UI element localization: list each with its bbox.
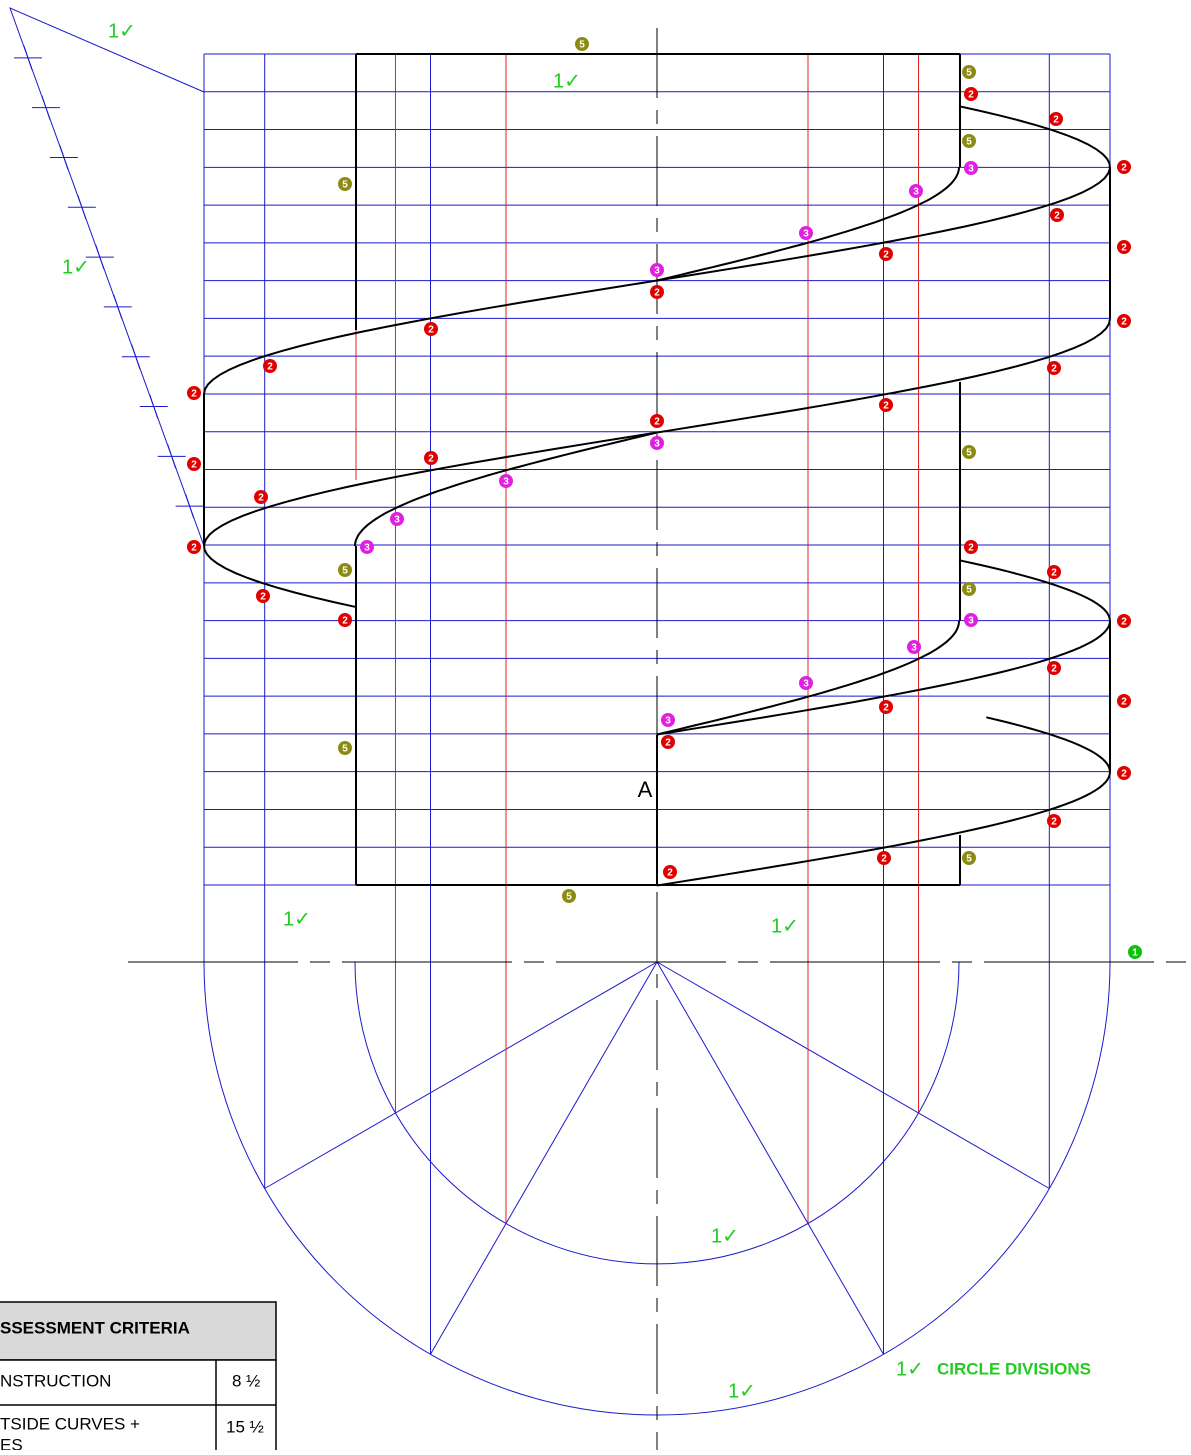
circle-divisions-label: CIRCLE DIVISIONS — [937, 1359, 1091, 1378]
badge-number: 5 — [966, 854, 972, 865]
badge-number: 2 — [1121, 163, 1127, 174]
badge-number: 3 — [968, 164, 974, 175]
badge-number: 2 — [1051, 664, 1057, 675]
radial-line — [657, 962, 884, 1354]
check-mark: 1✓ — [728, 1380, 756, 1402]
badge-number: 2 — [1051, 817, 1057, 828]
table-header: SSESSMENT CRITERIA — [0, 1318, 190, 1337]
badge-number: 3 — [665, 716, 671, 727]
badge-number: 2 — [881, 854, 887, 865]
assessment-table: SSESSMENT CRITERIA NSTRUCTION 8 ½ TSIDE … — [0, 1302, 276, 1450]
badge-number: 2 — [258, 493, 264, 504]
badge-number: 5 — [966, 585, 972, 596]
badge-number: 5 — [342, 566, 348, 577]
badge-number: 3 — [364, 543, 370, 554]
badge-number: 3 — [911, 643, 917, 654]
badge-number: 2 — [191, 389, 197, 400]
badge-number: 2 — [883, 401, 889, 412]
badge-number: 3 — [803, 679, 809, 690]
badge-number: 3 — [968, 616, 974, 627]
badge-number: 2 — [667, 868, 673, 879]
geometry — [10, 8, 1191, 1450]
criterion: NSTRUCTION — [0, 1371, 111, 1390]
drawing: A CIRCLE DIVISIONS SSESSMENT CRITERIA NS… — [0, 0, 1191, 1450]
check-mark: 1✓ — [108, 20, 136, 42]
check-mark: 1✓ — [896, 1358, 924, 1380]
badge-number: 3 — [654, 439, 660, 450]
badge-number: 2 — [1121, 243, 1127, 254]
check-mark: 1✓ — [711, 1225, 739, 1247]
check-mark: 1✓ — [283, 908, 311, 930]
score: 8 ½ — [232, 1371, 260, 1390]
criterion: TSIDE CURVES + — [0, 1414, 140, 1433]
badge-number: 2 — [260, 592, 266, 603]
badge-number: 2 — [267, 362, 273, 373]
badge-number: 3 — [803, 229, 809, 240]
check-mark: 1✓ — [62, 256, 90, 278]
badge-number: 2 — [1051, 568, 1057, 579]
badge-number: 5 — [966, 68, 972, 79]
badge-number: 2 — [428, 325, 434, 336]
badge-number: 5 — [579, 40, 585, 51]
badge-number: 3 — [394, 515, 400, 526]
badge-number: 2 — [1051, 364, 1057, 375]
badge-number: 5 — [342, 744, 348, 755]
badge-number: 2 — [191, 543, 197, 554]
badge-number: 2 — [1121, 769, 1127, 780]
badge-number: 2 — [1121, 617, 1127, 628]
badge-number: 3 — [913, 187, 919, 198]
badge-number: 3 — [654, 266, 660, 277]
badge-number: 2 — [665, 738, 671, 749]
badge-number: 2 — [654, 288, 660, 299]
badge-number: 2 — [1121, 697, 1127, 708]
check-mark: 1✓ — [771, 915, 799, 937]
badge-number: 2 — [1121, 317, 1127, 328]
badge-number: 2 — [191, 460, 197, 471]
criterion: ES — [0, 1435, 23, 1450]
badge-number: 2 — [883, 250, 889, 261]
radial-line — [431, 962, 658, 1354]
point-label: A — [638, 777, 653, 802]
badge-number: 2 — [654, 417, 660, 428]
radial-line — [657, 962, 1049, 1189]
badge-number: 5 — [566, 892, 572, 903]
badge-number: 1 — [1132, 948, 1138, 959]
badge-number: 3 — [503, 477, 509, 488]
check-mark: 1✓ — [553, 70, 581, 92]
badge-number: 2 — [968, 90, 974, 101]
badge-number: 2 — [968, 543, 974, 554]
badge-number: 2 — [1054, 211, 1060, 222]
badge-number: 2 — [342, 616, 348, 627]
radial-line — [265, 962, 657, 1189]
score: 15 ½ — [226, 1417, 264, 1436]
badge-number: 5 — [342, 180, 348, 191]
badge-number: 5 — [966, 137, 972, 148]
badge-number: 2 — [428, 454, 434, 465]
badge-number: 5 — [966, 448, 972, 459]
badge-number: 2 — [883, 703, 889, 714]
badge-number: 2 — [1053, 115, 1059, 126]
